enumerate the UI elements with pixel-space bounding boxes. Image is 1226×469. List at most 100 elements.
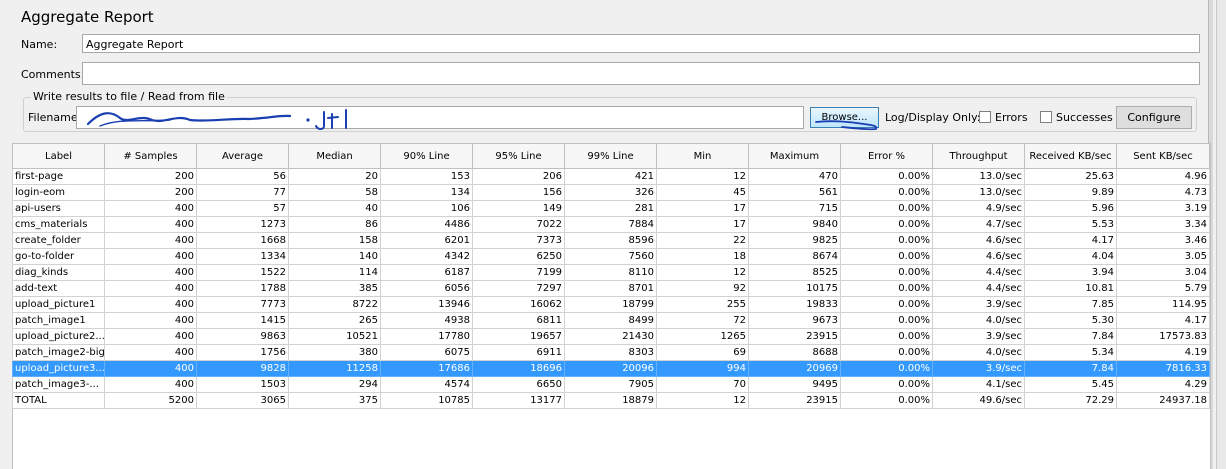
table-cell: 8688 bbox=[748, 344, 841, 361]
table-row[interactable]: upload_picture1 400 7773 8722 13946 16062 1879… bbox=[12, 296, 1210, 313]
table-cell: 20096 bbox=[564, 360, 657, 377]
table-row[interactable]: diag_kinds 400 1522 114 6187 7199 8110 12 8525 0.… bbox=[12, 264, 1210, 281]
table-cell: 23915 bbox=[748, 328, 841, 345]
table-cell: 19833 bbox=[748, 296, 841, 313]
table-cell: 4938 bbox=[380, 312, 473, 329]
table-row[interactable]: upload_picture2... 400 9863 10521 17780 19657… bbox=[12, 328, 1210, 345]
window-scrollbar-strip bbox=[1216, 0, 1226, 469]
table-cell: 5.96 bbox=[1024, 200, 1117, 217]
table-cell: 10.81 bbox=[1024, 280, 1117, 297]
checkbox-successes-icon[interactable] bbox=[1040, 111, 1052, 123]
table-cell: 3.05 bbox=[1116, 248, 1210, 265]
table-cell: 70 bbox=[656, 376, 749, 393]
table-cell: 4.4/sec bbox=[932, 280, 1025, 297]
table-cell: 17 bbox=[656, 200, 749, 217]
table-row[interactable]: create_folder 400 1668 158 6201 7373 8596 22 982… bbox=[12, 232, 1210, 249]
table-cell: 92 bbox=[656, 280, 749, 297]
table-cell: 140 bbox=[288, 248, 381, 265]
table-row[interactable]: cms_materials 400 1273 86 4486 7022 7884 17 9840… bbox=[12, 216, 1210, 233]
column-header[interactable]: 95% Line bbox=[472, 143, 565, 169]
errors-label: Errors bbox=[995, 111, 1028, 124]
table-cell: 1756 bbox=[196, 344, 289, 361]
table-cell: 9825 bbox=[748, 232, 841, 249]
table-cell: 12 bbox=[656, 168, 749, 185]
name-field[interactable]: Aggregate Report bbox=[82, 34, 1200, 53]
table-cell: 7560 bbox=[564, 248, 657, 265]
table-cell: 25.63 bbox=[1024, 168, 1117, 185]
column-header[interactable]: # Samples bbox=[104, 143, 197, 169]
table-cell: 7022 bbox=[472, 216, 565, 233]
table-row[interactable]: add-text 400 1788 385 6056 7297 8701 92 10175 0.0… bbox=[12, 280, 1210, 297]
row-label-cell: upload_picture2... bbox=[12, 328, 105, 345]
table-cell: 12 bbox=[656, 264, 749, 281]
column-header[interactable]: Throughput bbox=[932, 143, 1025, 169]
table-cell: 0.00% bbox=[840, 200, 933, 217]
table-cell: 294 bbox=[288, 376, 381, 393]
filename-label: Filename bbox=[28, 111, 78, 124]
table-cell: 0.00% bbox=[840, 312, 933, 329]
browse-scribble bbox=[815, 120, 878, 131]
table-cell: 8499 bbox=[564, 312, 657, 329]
table-cell: 3.9/sec bbox=[932, 296, 1025, 313]
table-cell: 7373 bbox=[472, 232, 565, 249]
table-cell: 10175 bbox=[748, 280, 841, 297]
table-cell: 400 bbox=[104, 360, 197, 377]
table-cell: 6250 bbox=[472, 248, 565, 265]
table-cell: 72.29 bbox=[1024, 392, 1117, 409]
table-cell: 4.0/sec bbox=[932, 312, 1025, 329]
checkbox-errors-icon[interactable] bbox=[979, 111, 991, 123]
column-header[interactable]: Sent KB/sec bbox=[1116, 143, 1210, 169]
table-cell: 6911 bbox=[472, 344, 565, 361]
table-cell: 1668 bbox=[196, 232, 289, 249]
column-header[interactable]: Error % bbox=[840, 143, 933, 169]
table-cell: 58 bbox=[288, 184, 381, 201]
table-cell: 18879 bbox=[564, 392, 657, 409]
table-cell: 6811 bbox=[472, 312, 565, 329]
file-group-box bbox=[23, 97, 1197, 132]
table-cell: 6075 bbox=[380, 344, 473, 361]
configure-button[interactable]: Configure bbox=[1116, 106, 1192, 129]
table-cell: 200 bbox=[104, 168, 197, 185]
redaction-scribble bbox=[86, 109, 347, 130]
table-cell: 23915 bbox=[748, 392, 841, 409]
table-cell: 3065 bbox=[196, 392, 289, 409]
comments-field[interactable] bbox=[82, 62, 1200, 85]
row-label-cell: patch_image1 bbox=[12, 312, 105, 329]
table-cell: 18799 bbox=[564, 296, 657, 313]
table-row[interactable]: TOTAL 5200 3065 375 10785 13177 18879 12 23915 0.… bbox=[12, 392, 1210, 409]
table-cell: 72 bbox=[656, 312, 749, 329]
table-cell: 13177 bbox=[472, 392, 565, 409]
table-cell: 10521 bbox=[288, 328, 381, 345]
table-cell: 86 bbox=[288, 216, 381, 233]
table-cell: 9840 bbox=[748, 216, 841, 233]
table-cell: 561 bbox=[748, 184, 841, 201]
table-row[interactable]: first-page 200 56 20 153 206 421 12 470 0.00% 13.0… bbox=[12, 168, 1210, 185]
table-row[interactable]: patch_image1 400 1415 265 4938 6811 8499 72 9673… bbox=[12, 312, 1210, 329]
table-cell: 4342 bbox=[380, 248, 473, 265]
table-row[interactable]: upload_picture3... 400 9828 11258 17686 18696… bbox=[12, 360, 1210, 377]
table-cell: 4.17 bbox=[1116, 312, 1210, 329]
filename-field[interactable] bbox=[76, 106, 804, 129]
column-header[interactable]: Median bbox=[288, 143, 381, 169]
table-cell: 4.4/sec bbox=[932, 264, 1025, 281]
table-cell: 8303 bbox=[564, 344, 657, 361]
table-cell: 1334 bbox=[196, 248, 289, 265]
table-cell: 17780 bbox=[380, 328, 473, 345]
column-header[interactable]: 99% Line bbox=[564, 143, 657, 169]
column-header[interactable]: Min bbox=[656, 143, 749, 169]
column-header[interactable]: Maximum bbox=[748, 143, 841, 169]
table-cell: 7905 bbox=[564, 376, 657, 393]
table-row[interactable]: login-eom 200 77 58 134 156 326 45 561 0.00% 13.0/… bbox=[12, 184, 1210, 201]
table-cell: 715 bbox=[748, 200, 841, 217]
table-cell: 18 bbox=[656, 248, 749, 265]
table-row[interactable]: api-users 400 57 40 106 149 281 17 715 0.00% 4.9/s… bbox=[12, 200, 1210, 217]
table-row[interactable]: patch_image2-big 400 1756 380 6075 6911 8303 69… bbox=[12, 344, 1210, 361]
column-header[interactable]: 90% Line bbox=[380, 143, 473, 169]
table-cell: 4.17 bbox=[1024, 232, 1117, 249]
table-cell: 6056 bbox=[380, 280, 473, 297]
column-header[interactable]: Average bbox=[196, 143, 289, 169]
column-header[interactable]: Received KB/sec bbox=[1024, 143, 1117, 169]
table-row[interactable]: patch_image3-... 400 1503 294 4574 6650 7905 70… bbox=[12, 376, 1210, 393]
table-row[interactable]: go-to-folder 400 1334 140 4342 6250 7560 18 8674… bbox=[12, 248, 1210, 265]
column-header[interactable]: Label bbox=[12, 143, 105, 169]
